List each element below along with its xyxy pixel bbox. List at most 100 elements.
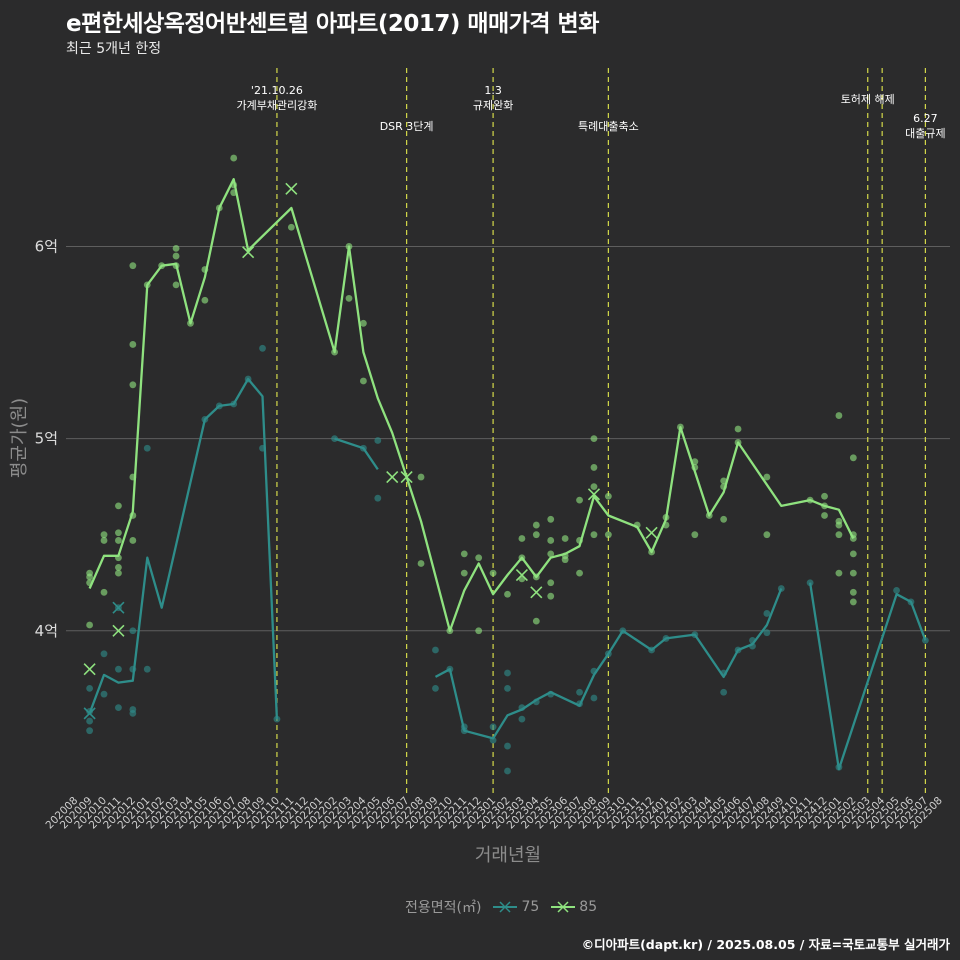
point-85	[590, 464, 598, 471]
point-85	[576, 537, 583, 544]
point-75	[835, 763, 843, 771]
point-85	[849, 569, 857, 577]
transaction-points	[86, 154, 929, 775]
event-label: 특례대출축소	[578, 120, 639, 133]
legend-item-85: 85	[551, 899, 597, 915]
point-85	[115, 563, 122, 571]
point-85	[129, 512, 137, 519]
point-85	[172, 244, 180, 252]
point-75	[662, 635, 670, 642]
x-marker-85	[83, 663, 96, 676]
point-75	[504, 767, 511, 775]
point-85	[230, 154, 238, 162]
point-85	[691, 458, 699, 466]
point-85	[129, 537, 137, 544]
point-85	[100, 531, 108, 539]
point-75	[115, 704, 122, 712]
point-85	[172, 281, 180, 289]
x-marker-85	[386, 470, 399, 484]
point-75	[86, 684, 94, 692]
point-85	[604, 531, 612, 539]
point-85	[446, 627, 454, 635]
gridlines	[66, 245, 950, 632]
point-85	[129, 341, 137, 348]
point-75	[907, 598, 915, 606]
point-85	[705, 512, 713, 519]
point-85	[720, 483, 728, 491]
point-85	[720, 515, 728, 523]
point-85	[821, 502, 828, 510]
point-75	[518, 715, 526, 723]
point-85	[172, 262, 180, 270]
point-85	[518, 554, 526, 562]
point-85	[230, 181, 238, 189]
point-85	[849, 531, 857, 539]
point-75	[374, 437, 382, 444]
series-line-75	[334, 437, 379, 471]
point-85	[835, 412, 843, 419]
legend-label-85: 85	[579, 899, 598, 915]
legend: 전용면적(㎡) 75 85	[405, 897, 597, 917]
point-85	[547, 592, 555, 600]
point-85	[460, 569, 468, 577]
point-85	[590, 483, 598, 491]
x-marker-85	[587, 488, 601, 501]
point-85	[763, 473, 771, 481]
point-75	[648, 646, 655, 654]
point-85	[576, 569, 583, 577]
point-85	[475, 554, 483, 562]
point-85	[849, 550, 857, 558]
point-85	[806, 496, 814, 504]
point-85	[115, 537, 122, 544]
point-85	[835, 531, 843, 539]
chart-title: e편한세상옥정어반센트럴 아파트(2017) 매매가격 변화	[66, 11, 599, 37]
point-75	[619, 627, 627, 635]
point-85	[547, 579, 555, 587]
point-75	[230, 400, 238, 408]
point-85	[532, 573, 540, 581]
point-85	[417, 560, 425, 567]
point-75	[893, 587, 900, 594]
point-75	[86, 717, 94, 725]
point-85	[115, 529, 122, 537]
point-75	[259, 344, 266, 352]
point-85	[86, 569, 94, 577]
point-75	[734, 646, 742, 654]
point-85	[734, 425, 742, 433]
event-label: 대출규제	[905, 127, 945, 140]
point-85	[86, 579, 94, 587]
point-85	[547, 550, 555, 558]
point-85	[489, 569, 497, 577]
y-tick-label: 5억	[35, 430, 58, 448]
point-85	[331, 348, 338, 356]
point-85	[561, 535, 569, 542]
point-75	[604, 650, 612, 658]
y-tick-label: 6억	[35, 237, 58, 255]
legend-85-symbol-icon	[551, 901, 576, 913]
point-75	[489, 723, 497, 731]
point-75	[215, 402, 223, 410]
point-85	[835, 569, 843, 577]
point-85	[763, 531, 771, 539]
x-marker-85	[645, 526, 658, 539]
point-85	[677, 423, 684, 431]
source-caption: ©디아파트(dapt.kr) / 2025.08.05 / 자료=국토교통부 실…	[581, 937, 950, 952]
point-85	[129, 473, 137, 481]
point-85	[143, 281, 151, 289]
point-75	[504, 742, 511, 750]
event-label: 토허제 해제	[841, 92, 895, 106]
point-75	[763, 629, 771, 637]
point-75	[576, 700, 583, 708]
point-75	[360, 444, 367, 452]
point-75	[547, 690, 555, 698]
point-75	[244, 375, 252, 383]
point-85	[287, 223, 295, 231]
x-marker-85	[112, 624, 125, 637]
point-75	[100, 650, 108, 658]
x-marker-75	[83, 707, 96, 720]
point-85	[187, 319, 194, 327]
chart-subtitle: 최근 5개년 한정	[66, 41, 162, 57]
point-85	[590, 531, 598, 539]
